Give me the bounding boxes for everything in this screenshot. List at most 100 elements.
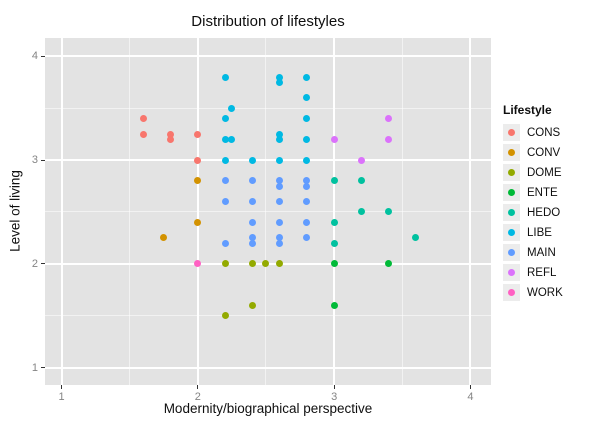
data-point-cons <box>167 135 175 143</box>
legend-item-libe: LIBE <box>503 224 563 241</box>
y-tick-mark <box>41 263 45 265</box>
data-point-libe <box>276 78 284 86</box>
data-point-libe <box>221 115 229 123</box>
data-point-hedo <box>412 234 420 242</box>
legend-key <box>503 244 520 261</box>
legend-swatch-dot <box>508 289 515 296</box>
legend-label: ENTE <box>527 186 558 199</box>
data-point-cons <box>167 130 175 138</box>
legend-key <box>503 184 520 201</box>
legend-swatch-dot <box>508 269 515 276</box>
data-point-main <box>303 177 311 185</box>
y-tick-mark <box>41 159 45 161</box>
data-point-hedo <box>357 208 365 216</box>
legend: Lifestyle CONS CONV DOME ENTE HEDO LIBE MAIN RE… <box>503 103 563 304</box>
data-point-libe <box>276 130 284 138</box>
legend-swatch-dot <box>508 249 515 256</box>
data-point-libe <box>228 104 236 112</box>
data-point-main <box>276 182 284 190</box>
x-tick-label: 4 <box>467 391 474 403</box>
data-point-main <box>248 234 256 242</box>
x-tick-label: 1 <box>58 391 65 403</box>
y-tick-label: 2 <box>31 257 38 270</box>
legend-key <box>503 164 520 181</box>
data-point-hedo <box>330 239 338 247</box>
data-point-libe <box>303 135 311 143</box>
legend-item-work: WORK <box>503 284 563 301</box>
legend-item-conv: CONV <box>503 144 563 161</box>
data-point-main <box>248 239 256 247</box>
y-tick-mark <box>41 55 45 57</box>
legend-item-cons: CONS <box>503 124 563 141</box>
major-gridline-vertical <box>60 38 63 385</box>
legend-key <box>503 264 520 281</box>
data-point-libe <box>276 135 284 143</box>
data-point-work <box>194 260 202 268</box>
data-point-libe <box>303 115 311 123</box>
major-gridline-vertical <box>196 38 199 385</box>
data-point-libe <box>221 135 229 143</box>
legend-label: HEDO <box>527 206 561 219</box>
data-point-dome <box>248 301 256 309</box>
data-point-refl <box>385 115 393 123</box>
data-point-libe <box>303 156 311 164</box>
x-tick-mark <box>61 385 62 389</box>
data-point-main <box>303 234 311 242</box>
data-point-main <box>303 218 311 226</box>
legend-key <box>503 204 520 221</box>
minor-gridline-horizontal <box>45 315 491 317</box>
data-point-cons <box>194 130 202 138</box>
data-point-dome <box>248 260 256 268</box>
legend-item-refl: REFL <box>503 264 563 281</box>
data-point-dome <box>262 260 270 268</box>
data-point-libe <box>221 73 229 81</box>
major-gridline-vertical <box>333 38 336 385</box>
x-tick-label: 2 <box>194 391 201 403</box>
x-axis-title: Modernity/biographical perspective <box>163 401 373 416</box>
data-point-main <box>248 177 256 185</box>
data-point-libe <box>228 135 236 143</box>
legend-label: MAIN <box>527 246 556 259</box>
data-point-main <box>248 198 256 206</box>
y-tick-label: 1 <box>31 361 38 374</box>
data-point-ente <box>330 301 338 309</box>
data-point-refl <box>330 135 338 143</box>
data-point-libe <box>303 73 311 81</box>
data-point-hedo <box>385 208 393 216</box>
data-point-main <box>276 198 284 206</box>
data-point-hedo <box>357 177 365 185</box>
data-point-conv <box>194 218 202 226</box>
chart-title: Distribution of lifestyles <box>191 13 345 30</box>
x-tick-label: 3 <box>331 391 338 403</box>
data-point-main <box>276 177 284 185</box>
legend-key <box>503 124 520 141</box>
legend-key <box>503 144 520 161</box>
data-point-main <box>303 182 311 190</box>
data-point-main <box>276 218 284 226</box>
legend-item-main: MAIN <box>503 244 563 261</box>
legend-label: REFL <box>527 266 557 279</box>
legend-item-hedo: HEDO <box>503 204 563 221</box>
data-point-libe <box>248 156 256 164</box>
data-point-main <box>276 239 284 247</box>
data-point-main <box>221 177 229 185</box>
y-tick-label: 3 <box>31 154 38 167</box>
legend-swatch-dot <box>508 229 515 236</box>
data-point-main <box>276 234 284 242</box>
x-tick-mark <box>197 385 199 389</box>
major-gridline-horizontal <box>45 159 491 162</box>
legend-items: CONS CONV DOME ENTE HEDO LIBE MAIN REFL WORK <box>503 124 563 301</box>
legend-label: DOME <box>527 166 562 179</box>
data-point-cons <box>139 115 147 123</box>
legend-swatch-dot <box>508 189 515 196</box>
legend-swatch-dot <box>508 129 515 136</box>
data-point-main <box>221 239 229 247</box>
legend-item-dome: DOME <box>503 164 563 181</box>
data-point-ente <box>330 260 338 268</box>
major-gridline-horizontal <box>45 55 491 58</box>
data-point-conv <box>160 234 168 242</box>
data-point-hedo <box>330 218 338 226</box>
data-point-main <box>248 218 256 226</box>
data-point-hedo <box>330 177 338 185</box>
